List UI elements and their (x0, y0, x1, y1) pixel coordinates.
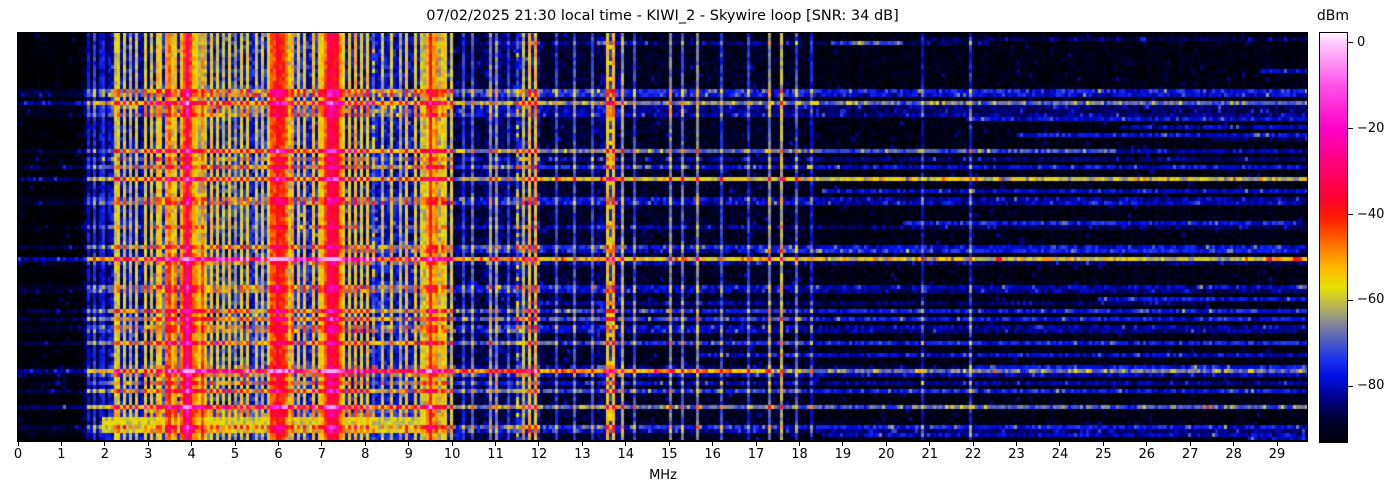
x-tick-label: 29 (1268, 447, 1286, 462)
x-tick-mark (17, 442, 19, 446)
x-tick-label: 28 (1225, 447, 1242, 462)
colorbar-tick-label: −20 (1357, 120, 1385, 136)
x-tick-label: 13 (574, 447, 591, 462)
x-tick-mark (581, 442, 583, 446)
colorbar-tick-label: −60 (1357, 292, 1385, 308)
x-tick-mark (842, 442, 844, 446)
x-tick-label: 16 (704, 447, 721, 462)
colorbar (1319, 32, 1348, 443)
x-tick-label: 25 (1095, 447, 1112, 462)
x-tick-mark (408, 442, 410, 446)
x-tick-label: 9 (404, 447, 413, 462)
x-tick-label: 21 (921, 447, 938, 462)
waterfall-canvas (18, 33, 1307, 440)
x-tick-mark (364, 442, 366, 446)
x-tick-label: 10 (443, 447, 461, 462)
x-tick-mark (668, 442, 670, 446)
colorbar-tick-label: −40 (1357, 206, 1385, 222)
x-tick-mark (147, 442, 149, 446)
x-tick-label: 27 (1181, 447, 1199, 462)
x-tick-mark (451, 442, 453, 446)
x-tick-mark (1102, 442, 1104, 446)
x-tick-mark (1276, 442, 1278, 446)
x-tick-mark (755, 442, 757, 446)
x-tick-label: 7 (317, 447, 327, 462)
plot-title: 07/02/2025 21:30 local time - KIWI_2 - S… (426, 8, 899, 24)
x-tick-label: 26 (1138, 447, 1156, 462)
x-tick-label: 5 (230, 447, 240, 462)
x-tick-mark (191, 442, 193, 446)
colorbar-unit-label: dBm (1316, 8, 1350, 24)
x-tick-label: 1 (57, 447, 66, 462)
colorbar-tick-mark (1348, 299, 1353, 301)
x-tick-mark (1233, 442, 1235, 446)
x-tick-label: 22 (964, 447, 982, 462)
x-tick-label: 23 (1008, 447, 1025, 462)
x-tick-mark (972, 442, 974, 446)
x-tick-label: 24 (1051, 447, 1069, 462)
x-tick-label: 17 (747, 447, 765, 462)
x-tick-label: 0 (13, 447, 23, 462)
x-tick-label: 20 (878, 447, 895, 462)
x-tick-label: 4 (187, 447, 196, 462)
x-tick-label: 8 (361, 447, 370, 462)
x-axis-label: MHz (649, 468, 677, 483)
x-tick-label: 18 (791, 447, 808, 462)
x-tick-label: 12 (530, 447, 548, 462)
x-tick-mark (495, 442, 497, 446)
x-tick-mark (1189, 442, 1191, 446)
x-tick-mark (798, 442, 800, 446)
x-tick-mark (538, 442, 540, 446)
x-tick-label: 15 (660, 447, 678, 462)
x-tick-mark (1059, 442, 1061, 446)
colorbar-tick-label: 0 (1357, 34, 1366, 50)
x-tick-mark (234, 442, 236, 446)
x-tick-mark (104, 442, 106, 446)
colorbar-tick-mark (1348, 128, 1353, 130)
x-tick-label: 19 (834, 447, 852, 462)
colorbar-tick-label: −80 (1357, 378, 1385, 394)
x-tick-mark (321, 442, 323, 446)
x-tick-mark (60, 442, 62, 446)
x-tick-mark (1016, 442, 1018, 446)
x-tick-mark (712, 442, 714, 446)
colorbar-tick-mark (1348, 214, 1353, 216)
waterfall-plot-area (17, 32, 1308, 442)
colorbar-gradient-canvas (1320, 33, 1347, 442)
colorbar-tick-mark (1348, 42, 1353, 44)
x-tick-label: 2 (100, 447, 109, 462)
x-tick-label: 14 (617, 447, 635, 462)
x-tick-label: 3 (144, 447, 153, 462)
colorbar-tick-mark (1348, 385, 1353, 387)
x-tick-mark (277, 442, 279, 446)
x-tick-mark (885, 442, 887, 446)
x-tick-mark (929, 442, 931, 446)
x-tick-label: 11 (487, 447, 504, 462)
x-tick-label: 6 (274, 447, 283, 462)
x-tick-mark (625, 442, 627, 446)
x-tick-mark (1146, 442, 1148, 446)
